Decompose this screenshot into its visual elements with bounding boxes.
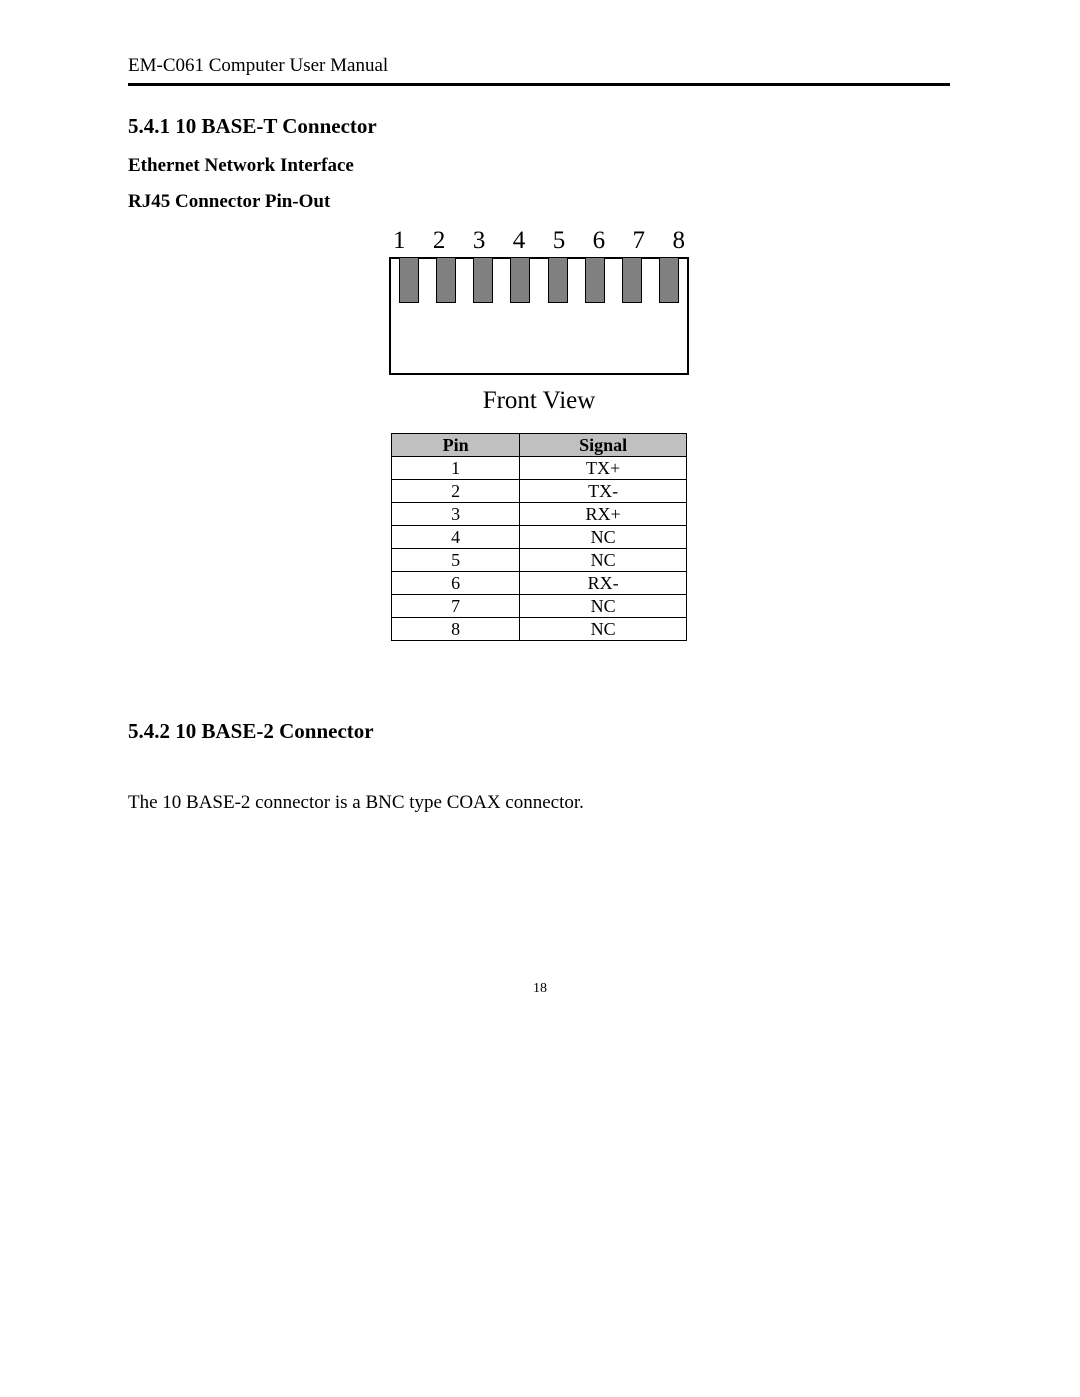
table-row: 1 TX+ xyxy=(392,457,687,480)
connector-pin xyxy=(473,257,493,303)
pin-label: 2 xyxy=(433,227,446,255)
pin-label: 6 xyxy=(593,227,606,255)
cell-pin: 8 xyxy=(392,618,520,641)
header-rule xyxy=(128,83,950,86)
cell-signal: TX+ xyxy=(520,457,687,480)
connector-pin xyxy=(399,257,419,303)
cell-signal: RX- xyxy=(520,572,687,595)
table-header-row: Pin Signal xyxy=(392,434,687,457)
col-header-pin: Pin xyxy=(392,434,520,457)
cell-pin: 5 xyxy=(392,549,520,572)
connector-pin xyxy=(436,257,456,303)
pinout-table: Pin Signal 1 TX+ 2 TX- 3 RX+ 4 NC 5 xyxy=(391,433,687,641)
cell-pin: 7 xyxy=(392,595,520,618)
cell-signal: NC xyxy=(520,618,687,641)
cell-pin: 1 xyxy=(392,457,520,480)
table-row: 3 RX+ xyxy=(392,503,687,526)
section-542-body: The 10 BASE-2 connector is a BNC type CO… xyxy=(128,792,950,814)
page-number: 18 xyxy=(0,981,1080,997)
cell-signal: TX- xyxy=(520,480,687,503)
connector-pin xyxy=(659,257,679,303)
pin-label: 3 xyxy=(473,227,486,255)
cell-pin: 4 xyxy=(392,526,520,549)
table-row: 5 NC xyxy=(392,549,687,572)
table-row: 6 RX- xyxy=(392,572,687,595)
connector-pin xyxy=(510,257,530,303)
connector-body xyxy=(389,257,689,375)
pin-label: 8 xyxy=(672,227,685,255)
running-header: EM-C061 Computer User Manual xyxy=(128,55,950,77)
table-row: 8 NC xyxy=(392,618,687,641)
page: EM-C061 Computer User Manual 5.4.1 10 BA… xyxy=(0,0,1080,1397)
table-row: 4 NC xyxy=(392,526,687,549)
section-541-sub1: Ethernet Network Interface xyxy=(128,155,950,177)
pin-label: 5 xyxy=(553,227,566,255)
connector-pin xyxy=(622,257,642,303)
connector-pin xyxy=(585,257,605,303)
cell-signal: NC xyxy=(520,549,687,572)
cell-pin: 6 xyxy=(392,572,520,595)
table-row: 7 NC xyxy=(392,595,687,618)
col-header-signal: Signal xyxy=(520,434,687,457)
section-542-heading: 5.4.2 10 BASE-2 Connector xyxy=(128,719,950,744)
connector-pin xyxy=(548,257,568,303)
rj45-connector-figure: 1 2 3 4 5 6 7 8 Front View xyxy=(389,227,689,415)
cell-pin: 2 xyxy=(392,480,520,503)
cell-signal: NC xyxy=(520,595,687,618)
table-row: 2 TX- xyxy=(392,480,687,503)
cell-pin: 3 xyxy=(392,503,520,526)
cell-signal: RX+ xyxy=(520,503,687,526)
section-541-sub2: RJ45 Connector Pin-Out xyxy=(128,191,950,213)
pin-label: 4 xyxy=(513,227,526,255)
pin-label: 1 xyxy=(393,227,406,255)
pin-label-row: 1 2 3 4 5 6 7 8 xyxy=(389,227,689,255)
pin-row xyxy=(391,259,687,303)
pin-label: 7 xyxy=(633,227,646,255)
section-541-heading: 5.4.1 10 BASE-T Connector xyxy=(128,114,950,139)
cell-signal: NC xyxy=(520,526,687,549)
figure-caption: Front View xyxy=(389,387,689,415)
